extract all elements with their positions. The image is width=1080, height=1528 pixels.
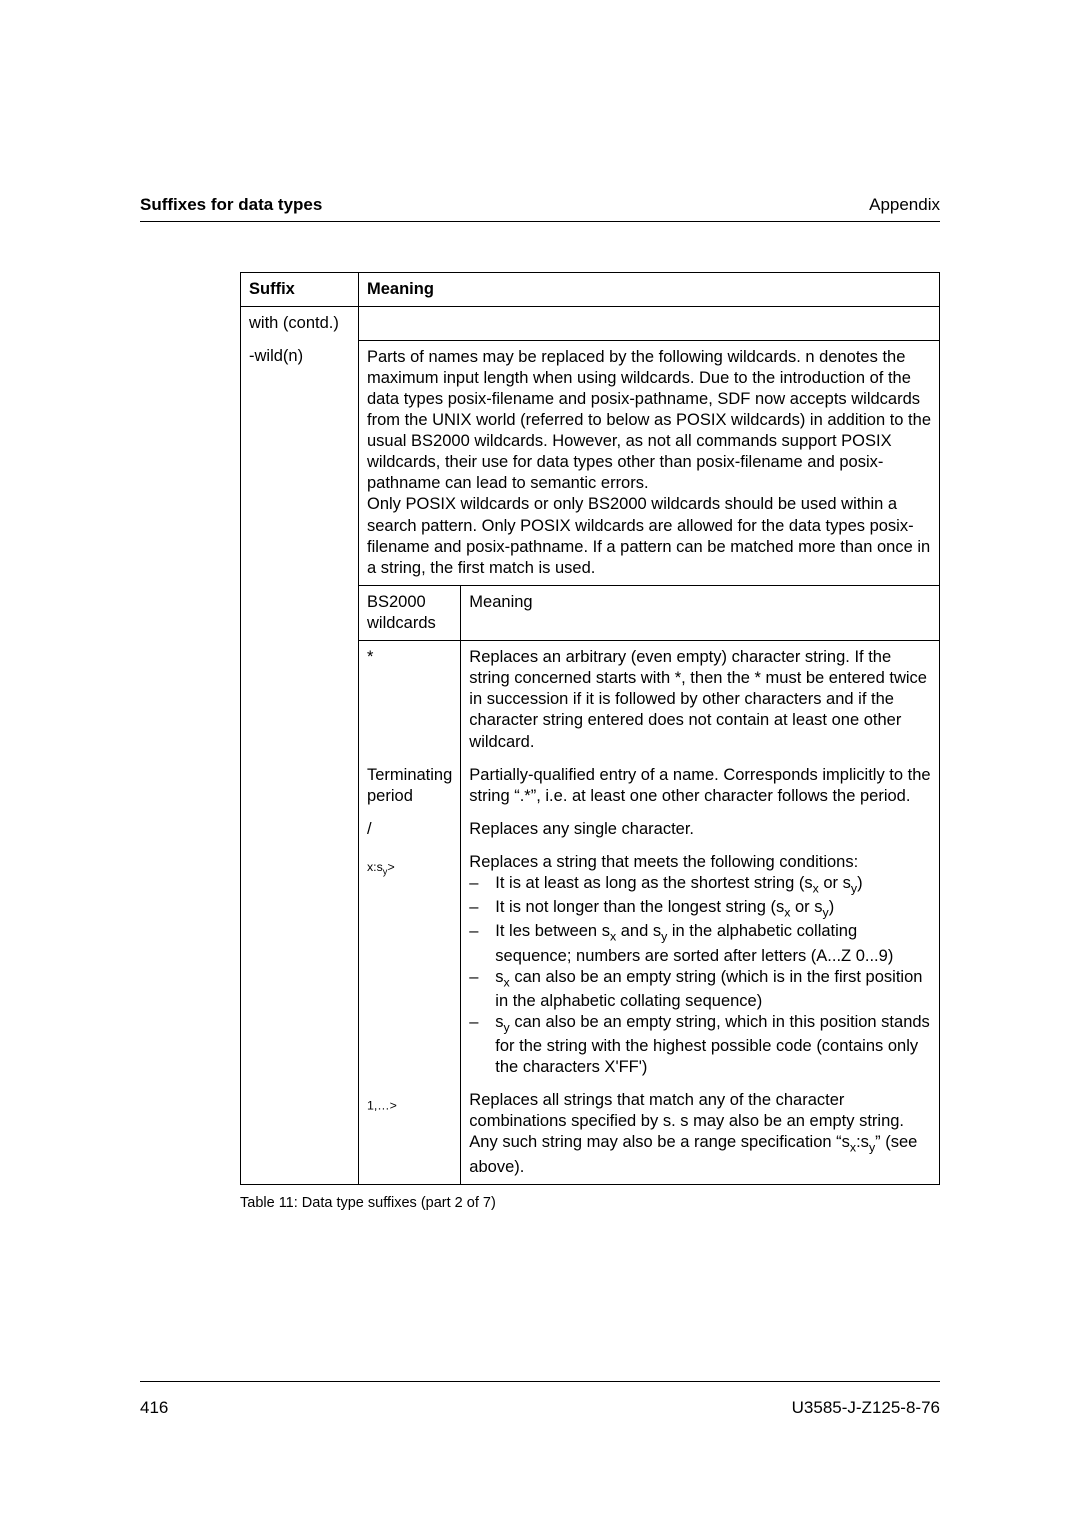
cell-range-txt: Replaces a string that meets the followi… [461, 846, 940, 1084]
table-header-row: Suffix Meaning [241, 273, 940, 307]
cell-slash-txt: Replaces any single character. [461, 813, 940, 846]
row-with-contd: with (contd.) [241, 307, 940, 341]
row-wildn: -wild(n) Parts of names may be replaced … [241, 340, 940, 585]
header-section-title: Suffixes for data types [140, 195, 322, 215]
th-meaning: Meaning [359, 273, 940, 307]
cell-wildn-text: Parts of names may be replaced by the fo… [359, 340, 940, 585]
cell-wildn: -wild(n) [241, 340, 359, 1184]
list-item: –It les between sx and sy in the alphabe… [469, 921, 931, 966]
suffix-table: Suffix Meaning with (contd.) -wild(n) Pa… [240, 272, 940, 1185]
list-item: –sx can also be an empty string (which i… [469, 967, 931, 1012]
page-footer: 416 U3585-J-Z125-8-76 [140, 1381, 940, 1418]
cell-star-sym: * [359, 641, 461, 759]
page-number: 416 [140, 1398, 168, 1418]
range-list: –It is at least as long as the shortest … [469, 873, 931, 1078]
wildn-para2: Only POSIX wildcards or only BS2000 wild… [367, 495, 930, 576]
list-item: –sy can also be an empty string, which i… [469, 1012, 931, 1078]
cell-term-sym: Terminating period [359, 759, 461, 813]
table-caption: Table 11: Data type suffixes (part 2 of … [240, 1195, 940, 1211]
cell-list-txt: Replaces all strings that match any of t… [461, 1084, 940, 1184]
cell-term-txt: Partially-qualified entry of a name. Cor… [461, 759, 940, 813]
cell-range-sym: x:sy> [359, 846, 461, 1084]
list-item: –It is not longer than the longest strin… [469, 897, 931, 921]
cell-list-sym: 1,…> [359, 1084, 461, 1184]
header-appendix: Appendix [869, 195, 940, 215]
doc-id: U3585-J-Z125-8-76 [792, 1398, 940, 1418]
cell-empty [359, 307, 940, 341]
list-item: –It is at least as long as the shortest … [469, 873, 931, 897]
cell-with-contd: with (contd.) [241, 307, 359, 341]
th-suffix: Suffix [241, 273, 359, 307]
range-intro: Replaces a string that meets the followi… [469, 853, 858, 871]
cell-star-txt: Replaces an arbitrary (even empty) chara… [461, 641, 940, 759]
page-header: Suffixes for data types Appendix [140, 195, 940, 222]
wildn-para1: Parts of names may be replaced by the fo… [367, 348, 931, 493]
cell-bs-label: BS2000 wildcards [359, 585, 461, 640]
cell-bs-meaning: Meaning [461, 585, 940, 640]
cell-slash-sym: / [359, 813, 461, 846]
